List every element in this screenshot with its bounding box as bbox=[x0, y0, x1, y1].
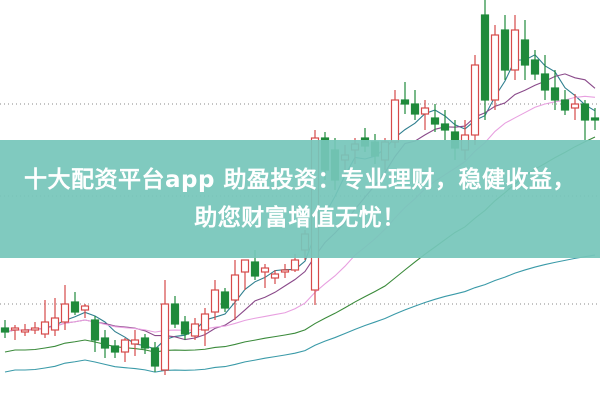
candle-body bbox=[430, 117, 440, 125]
candle-body bbox=[520, 39, 530, 66]
candle-body bbox=[110, 345, 120, 353]
candle-body bbox=[100, 337, 110, 349]
candle-body bbox=[440, 123, 450, 131]
candle-body bbox=[10, 327, 20, 331]
ma60-line bbox=[4, 254, 596, 373]
candle-body bbox=[490, 34, 500, 101]
candle-body bbox=[540, 73, 550, 91]
candle-body bbox=[560, 99, 570, 111]
ma20-line bbox=[4, 95, 596, 333]
candle-body bbox=[470, 64, 480, 136]
candle-body bbox=[480, 14, 490, 101]
candle-body bbox=[240, 259, 250, 273]
candle-body bbox=[280, 269, 290, 273]
candle-body bbox=[170, 303, 180, 325]
candle-body bbox=[420, 107, 430, 115]
candle-body bbox=[60, 303, 70, 323]
candle-body bbox=[590, 117, 600, 121]
candle-body bbox=[120, 339, 130, 353]
candle-body bbox=[90, 319, 100, 341]
candle-body bbox=[400, 99, 410, 105]
candle-body bbox=[160, 303, 170, 371]
title-banner: 十大配资平台app 助盈投资：专业理财，稳健收益，助您财富增值无忧！ bbox=[0, 140, 600, 258]
candle-body bbox=[150, 347, 160, 367]
candle-body bbox=[390, 99, 400, 143]
candle-body bbox=[550, 87, 560, 101]
candle-body bbox=[510, 29, 520, 71]
candle-body bbox=[230, 274, 240, 301]
candle-body bbox=[530, 59, 540, 75]
candle-body bbox=[570, 103, 580, 109]
candle-body bbox=[210, 289, 220, 313]
candle-body bbox=[0, 327, 10, 333]
candle-body bbox=[30, 327, 40, 331]
candle-body bbox=[50, 317, 60, 331]
candle-body bbox=[40, 321, 50, 335]
banner-title: 十大配资平台app 助盈投资：专业理财，稳健收益，助您财富增值无忧！ bbox=[24, 167, 576, 231]
candle-body bbox=[180, 321, 190, 335]
candle-body bbox=[270, 273, 280, 279]
candle-body bbox=[20, 329, 30, 333]
candle-body bbox=[200, 313, 210, 331]
candle-body bbox=[220, 291, 230, 309]
candle-body bbox=[250, 261, 260, 277]
candle-body bbox=[410, 103, 420, 115]
candle-body bbox=[190, 323, 200, 337]
candle-body bbox=[580, 103, 590, 121]
candle-body bbox=[140, 337, 150, 349]
candle-body bbox=[500, 29, 510, 71]
candle-body bbox=[290, 259, 300, 271]
candle-body bbox=[70, 301, 80, 313]
candle-body bbox=[260, 267, 270, 273]
ma10-line bbox=[4, 73, 596, 341]
candle-body bbox=[130, 339, 140, 345]
candle-body bbox=[80, 305, 90, 311]
